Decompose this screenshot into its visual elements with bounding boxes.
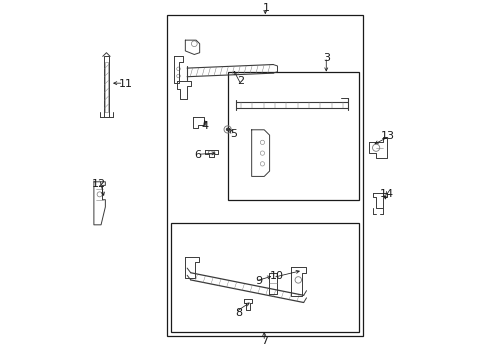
Text: 2: 2 (237, 76, 244, 86)
Text: 12: 12 (92, 179, 106, 189)
Text: 8: 8 (235, 308, 242, 318)
Text: 1: 1 (262, 3, 269, 13)
Text: 11: 11 (119, 79, 133, 89)
Text: 9: 9 (255, 276, 262, 286)
Text: 5: 5 (230, 129, 237, 139)
Bar (228, 72, 359, 200)
Text: 7: 7 (260, 336, 267, 346)
Circle shape (225, 128, 229, 131)
Bar (167, 15, 362, 336)
Text: 6: 6 (194, 150, 201, 160)
Text: 10: 10 (269, 271, 283, 281)
Text: 13: 13 (380, 131, 394, 141)
Text: 4: 4 (201, 121, 208, 131)
Text: 14: 14 (379, 189, 393, 199)
Bar (171, 223, 359, 332)
Text: 3: 3 (323, 53, 330, 63)
